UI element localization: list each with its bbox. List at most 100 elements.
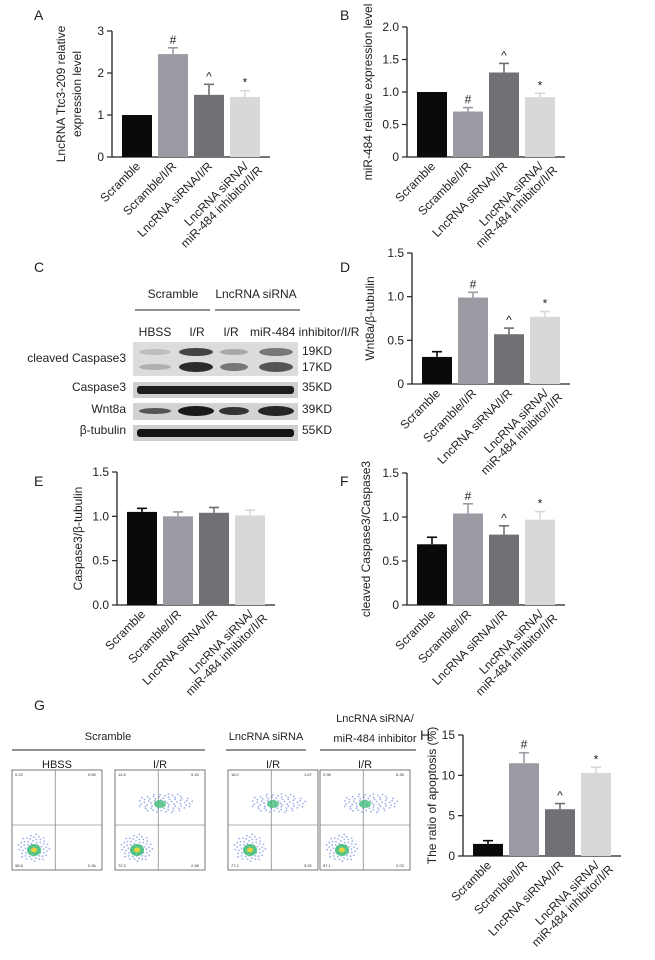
significance-mark: # <box>170 33 177 47</box>
event-dot <box>138 805 141 808</box>
event-dot <box>133 858 136 861</box>
event-dot <box>375 800 378 803</box>
event-dot <box>152 795 155 798</box>
event-dot <box>32 840 34 842</box>
event-dot <box>146 809 149 812</box>
event-dot <box>38 858 41 861</box>
event-dot <box>148 854 150 857</box>
facs-plot: I/R 18.0 1.67 3.92 77.2 <box>227 759 319 871</box>
event-dot <box>265 795 268 798</box>
event-dot <box>330 849 332 852</box>
event-dot <box>262 850 264 852</box>
event-dot <box>379 796 382 799</box>
event-dot <box>138 800 141 802</box>
event-dot <box>259 803 261 806</box>
event-dot <box>42 843 45 845</box>
event-dot <box>46 843 49 846</box>
event-dot <box>167 796 170 799</box>
event-dot <box>251 841 254 844</box>
event-dot <box>331 840 334 843</box>
event-dot <box>269 811 271 813</box>
event-dot <box>261 800 263 803</box>
event-dot <box>41 855 44 858</box>
wb-band <box>137 429 294 437</box>
y-axis-label: Caspase3/β-tubulin <box>71 487 85 591</box>
event-dot <box>166 802 169 804</box>
event-dot <box>21 855 23 858</box>
bar <box>581 772 611 856</box>
facs-q2-value: 0.89 <box>88 772 97 777</box>
event-dot <box>283 800 286 803</box>
event-dot <box>343 838 346 841</box>
event-dot <box>245 838 248 840</box>
event-dot <box>35 857 37 860</box>
event-dot <box>364 793 366 796</box>
event-dot <box>126 840 129 843</box>
event-dot <box>239 840 242 843</box>
event-dot <box>124 855 126 858</box>
panel-letter-c: C <box>34 259 44 275</box>
event-dot <box>45 854 47 857</box>
event-dot <box>167 808 170 811</box>
wb-lane-inhibitor: miR-484 inhibitor/I/R <box>250 325 360 339</box>
facs-plot-frame <box>319 769 411 871</box>
wb-lane-ir-2: I/R <box>223 325 239 339</box>
event-dot <box>25 858 28 860</box>
event-dot <box>379 798 382 801</box>
event-dot <box>270 807 273 810</box>
event-dot <box>167 793 170 795</box>
bar <box>545 809 575 856</box>
wb-protein-cleaved-caspase3: cleaved Caspase3 <box>27 351 126 365</box>
wb-band <box>259 348 293 356</box>
event-dot <box>350 848 353 850</box>
event-dot <box>258 837 261 839</box>
event-dot <box>170 811 173 814</box>
wb-strip-wnt8a <box>133 403 298 420</box>
y-tick-label: 0 <box>392 598 399 612</box>
event-dot <box>141 796 143 799</box>
event-dot <box>146 840 149 842</box>
event-dot <box>365 809 368 812</box>
event-dot <box>391 797 394 800</box>
event-dot <box>267 797 270 800</box>
event-dot <box>238 849 240 852</box>
event-dot <box>350 843 353 845</box>
event-dot <box>264 805 266 808</box>
event-dot <box>141 854 144 857</box>
event-dot <box>133 842 136 845</box>
event-dot <box>341 836 343 838</box>
event-dot <box>22 837 25 840</box>
event-dot <box>349 805 352 808</box>
event-dot <box>18 848 21 851</box>
event-dot <box>241 852 243 854</box>
event-dot <box>21 852 23 855</box>
event-dot <box>363 796 365 798</box>
event-dot <box>255 838 258 841</box>
y-axis-label: expression level <box>70 51 84 137</box>
bar-chart-d: 00.51.01.5Wnt8a/β-tubulinScramble#Scramb… <box>363 246 570 477</box>
bar <box>458 297 488 384</box>
event-density <box>359 800 371 808</box>
event-dot <box>277 794 279 797</box>
event-dot <box>266 793 268 796</box>
event-dot <box>351 809 354 812</box>
event-dot <box>281 798 284 801</box>
bar <box>194 94 224 157</box>
event-dot <box>264 847 267 850</box>
event-dot <box>189 802 191 805</box>
facs-plot-title: I/R <box>358 759 372 771</box>
y-axis-label: LncRNA Ttc3-209 relative <box>54 25 68 162</box>
event-dot <box>180 805 183 807</box>
event-dot <box>287 798 290 801</box>
event-dot <box>42 848 45 850</box>
event-dot <box>237 855 239 858</box>
facs-plot: I/R 2.96 6.35 2.03 87.1 <box>319 759 411 871</box>
facs-plot-frame <box>11 769 103 871</box>
event-dot <box>43 851 45 854</box>
event-dot <box>45 846 47 848</box>
event-dot <box>35 838 38 841</box>
event-dot <box>20 841 23 844</box>
event-dot <box>293 797 296 800</box>
significance-mark: ^ <box>501 511 507 525</box>
event-dot <box>171 794 174 797</box>
